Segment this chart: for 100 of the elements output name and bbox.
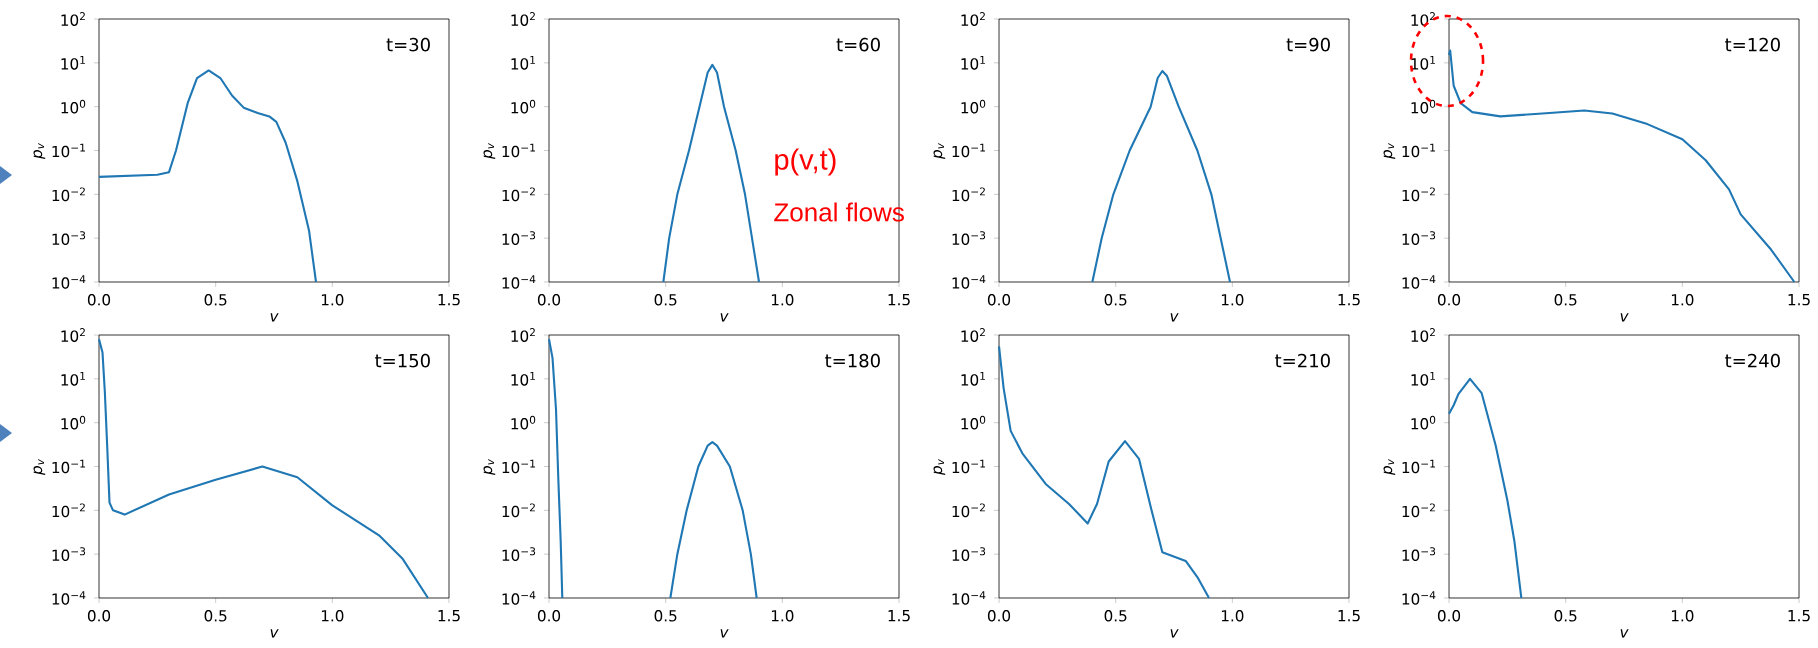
y-tick-label: 10$^{2}$ bbox=[961, 328, 985, 342]
y-tick-label: 10$^{−1}$ bbox=[52, 143, 85, 158]
y-tick-label: 10$^{2}$ bbox=[61, 12, 85, 26]
x-tick-label: 1.5 bbox=[888, 610, 910, 622]
annotation: t=240 bbox=[1725, 353, 1780, 368]
y-tick-label: 10$^{−4}$ bbox=[952, 591, 986, 605]
y-tick-label: 10$^{1}$ bbox=[61, 56, 85, 70]
y-tick-label: 10$^{1}$ bbox=[961, 372, 985, 386]
y-axis-title: p$_{v}$ bbox=[33, 142, 46, 160]
annotation: t=60 bbox=[836, 37, 880, 52]
x-tick-label: 1.5 bbox=[1338, 610, 1360, 622]
y-tick-label: 10$^{−2}$ bbox=[502, 187, 535, 202]
y-tick-label: 10$^{−1}$ bbox=[52, 459, 85, 474]
line-series bbox=[1447, 377, 1523, 600]
x-axis-title: v bbox=[270, 313, 279, 322]
y-tick-label: 10$^{2}$ bbox=[961, 12, 985, 26]
x-tick-label: 0.5 bbox=[1554, 610, 1577, 622]
x-axis-title: v bbox=[1170, 313, 1179, 322]
x-tick-label: 0.5 bbox=[1104, 294, 1127, 306]
line-series bbox=[97, 69, 318, 284]
y-tick-label: 10$^{−1}$ bbox=[502, 459, 535, 474]
x-axis-title: v bbox=[270, 629, 279, 638]
y-tick-label: 10$^{0}$ bbox=[511, 415, 536, 430]
x-tick-label: 0.5 bbox=[1104, 610, 1127, 622]
y-tick-label: 10$^{−1}$ bbox=[952, 143, 985, 158]
x-tick-label: 1.0 bbox=[1221, 610, 1244, 622]
y-tick-label: 10$^{2}$ bbox=[61, 328, 85, 342]
y-tick-label: 10$^{−1}$ bbox=[1402, 143, 1435, 158]
y-tick-label: 10$^{1}$ bbox=[61, 372, 85, 386]
x-axis-title: v bbox=[720, 313, 729, 322]
x-tick-label: 0.0 bbox=[987, 610, 1011, 622]
y-tick-label: 10$^{−4}$ bbox=[952, 275, 986, 289]
x-tick-label: 1.0 bbox=[771, 610, 794, 622]
x-tick-label: 0.0 bbox=[537, 610, 561, 622]
y-axis-title: p$_{v}$ bbox=[933, 458, 946, 476]
annotation: t=90 bbox=[1286, 37, 1330, 52]
x-tick-label: 0.5 bbox=[204, 294, 227, 306]
y-tick-label: 10$^{−3}$ bbox=[502, 231, 536, 246]
x-axis-title: v bbox=[1170, 629, 1179, 638]
y-tick-label: 10$^{−3}$ bbox=[952, 547, 986, 562]
x-axis-title: v bbox=[720, 629, 729, 638]
annotation: t=210 bbox=[1275, 353, 1330, 368]
annotation: Zonal flows bbox=[774, 202, 904, 222]
y-axis-title: p$_{v}$ bbox=[483, 142, 496, 160]
y-tick-label: 10$^{0}$ bbox=[1411, 99, 1436, 114]
y-axis-title: p$_{v}$ bbox=[483, 458, 496, 476]
x-tick-label: 0.5 bbox=[654, 610, 677, 622]
x-tick-label: 1.5 bbox=[888, 294, 910, 306]
line-series bbox=[997, 345, 1211, 600]
x-tick-label: 0.5 bbox=[1554, 294, 1577, 306]
y-tick-label: 10$^{−4}$ bbox=[1402, 591, 1436, 605]
y-tick-label: 10$^{1}$ bbox=[1411, 372, 1435, 386]
annotation: t=120 bbox=[1725, 37, 1780, 52]
x-tick-label: 1.0 bbox=[1221, 294, 1244, 306]
y-tick-label: 10$^{1}$ bbox=[511, 56, 535, 70]
y-tick-label: 10$^{0}$ bbox=[961, 99, 986, 114]
x-tick-label: 0.0 bbox=[987, 294, 1011, 306]
y-tick-label: 10$^{−2}$ bbox=[952, 187, 985, 202]
x-tick-label: 1.0 bbox=[1671, 294, 1694, 306]
x-tick-label: 1.5 bbox=[1338, 294, 1360, 306]
y-tick-label: 10$^{−1}$ bbox=[502, 143, 535, 158]
x-tick-label: 0.0 bbox=[537, 294, 561, 306]
x-axis-title: v bbox=[1620, 629, 1629, 638]
y-tick-label: 10$^{1}$ bbox=[961, 56, 985, 70]
x-tick-label: 0.5 bbox=[654, 294, 677, 306]
line-series bbox=[97, 338, 430, 600]
y-tick-label: 10$^{−2}$ bbox=[502, 503, 535, 518]
y-tick-label: 10$^{0}$ bbox=[961, 415, 986, 430]
y-tick-label: 10$^{−2}$ bbox=[52, 503, 85, 518]
y-tick-label: 10$^{−4}$ bbox=[52, 275, 86, 289]
annotation: t=30 bbox=[386, 37, 430, 52]
y-tick-label: 10$^{1}$ bbox=[1411, 56, 1435, 70]
x-tick-label: 0.0 bbox=[1437, 294, 1461, 306]
y-axis-title: p$_{v}$ bbox=[1383, 458, 1396, 476]
annotation: p(v,t) bbox=[775, 148, 836, 176]
y-tick-label: 10$^{0}$ bbox=[511, 99, 536, 114]
annotation: t=150 bbox=[375, 353, 430, 368]
y-tick-label: 10$^{−1}$ bbox=[1402, 459, 1435, 474]
line-series bbox=[662, 63, 761, 284]
y-axis-title: p$_{v}$ bbox=[933, 142, 946, 160]
y-tick-label: 10$^{−3}$ bbox=[1402, 547, 1436, 562]
y-tick-label: 10$^{2}$ bbox=[511, 328, 535, 342]
x-tick-label: 1.5 bbox=[438, 610, 460, 622]
x-tick-label: 0.0 bbox=[87, 610, 111, 622]
y-tick-label: 10$^{−3}$ bbox=[502, 547, 536, 562]
y-axis-title: p$_{v}$ bbox=[33, 458, 46, 476]
y-tick-label: 10$^{−2}$ bbox=[952, 503, 985, 518]
y-tick-label: 10$^{2}$ bbox=[1411, 328, 1435, 342]
y-tick-label: 10$^{−3}$ bbox=[52, 231, 86, 246]
x-tick-label: 1.5 bbox=[1788, 610, 1810, 622]
y-axis-title: p$_{v}$ bbox=[1383, 142, 1396, 160]
y-tick-label: 10$^{−3}$ bbox=[952, 231, 986, 246]
y-tick-label: 10$^{−4}$ bbox=[502, 275, 536, 289]
x-tick-label: 0.0 bbox=[1437, 610, 1461, 622]
x-axis-title: v bbox=[1620, 313, 1629, 322]
y-tick-label: 10$^{0}$ bbox=[61, 99, 86, 114]
x-tick-label: 1.0 bbox=[1671, 610, 1694, 622]
x-tick-label: 1.0 bbox=[321, 610, 344, 622]
x-tick-label: 0.5 bbox=[204, 610, 227, 622]
y-tick-label: 10$^{−2}$ bbox=[1402, 187, 1435, 202]
